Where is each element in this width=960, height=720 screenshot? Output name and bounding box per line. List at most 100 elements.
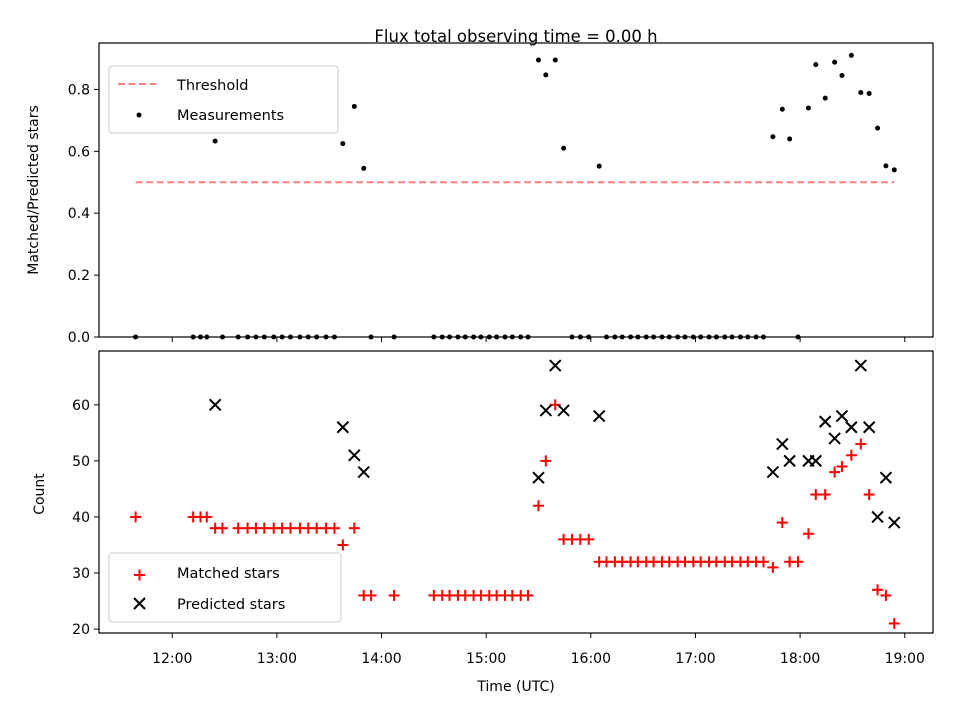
- top-chart-title: Flux total observing time = 0.00 h: [374, 27, 657, 46]
- top-y-tick-label: 0.0: [68, 330, 90, 346]
- bottom-x-axis: 12:00 13:00 14:00 15:00 16:00 17:00 18:00 19:00: [152, 633, 925, 667]
- matched-star-point: [532, 500, 544, 512]
- matched-star-point: [836, 460, 848, 472]
- predicted-star-point: [809, 454, 823, 468]
- top-y-tick-label: 0.8: [68, 82, 90, 98]
- predicted-star-point: [879, 471, 893, 484]
- threshold-legend-label: Threshold: [176, 78, 248, 94]
- matched-star-point: [810, 489, 822, 501]
- bottom-legend-box: [108, 552, 342, 623]
- predicted-star-point: [783, 454, 796, 468]
- predicted-star-point: [592, 409, 606, 423]
- predicted-star-point: [557, 404, 570, 417]
- top-y-tick-label: 0.4: [68, 206, 90, 222]
- matched-star-point: [284, 522, 296, 534]
- top-y-axis: 0.0 0.2 0.4 0.6 0.8: [68, 82, 99, 346]
- bottom-y-axis-label: Count: [32, 473, 48, 515]
- predicted-star-point: [845, 421, 858, 434]
- matched-star-point: [365, 589, 377, 601]
- matched-star-point: [337, 539, 349, 551]
- top-legend: Threshold Measurements: [108, 65, 339, 134]
- measurements-legend-swatch: [136, 112, 142, 118]
- bottom-legend: Matched stars Predicted stars: [108, 552, 342, 623]
- predicted-star-point: [336, 421, 350, 434]
- measurement-point: [212, 138, 218, 144]
- matched-star-point: [888, 617, 900, 629]
- measurement-point: [858, 90, 864, 96]
- measurement-point: [875, 125, 881, 131]
- top-legend-box: [108, 65, 339, 134]
- matched-star-point: [776, 517, 788, 529]
- measurement-point: [805, 105, 811, 111]
- bottom-x-axis-label: Time (UTC): [476, 679, 554, 695]
- matched-star-point: [819, 489, 831, 501]
- measurements-legend-label: Measurements: [177, 108, 284, 124]
- predicted-star-point: [539, 404, 553, 417]
- measurement-point: [813, 62, 819, 68]
- matched-star-point: [348, 522, 360, 534]
- predicted-star-point: [828, 432, 841, 445]
- measurement-point: [883, 163, 889, 169]
- top-y-tick-label: 0.2: [68, 268, 90, 284]
- predicted-star-point: [532, 471, 545, 484]
- bottom-x-tick-label: 13:00: [257, 651, 297, 667]
- top-x-axis: [171, 337, 906, 342]
- matched-star-point: [540, 455, 552, 467]
- measurement-point: [561, 145, 567, 151]
- bottom-x-tick-label: 12:00: [152, 651, 192, 667]
- predicted-star-point: [766, 465, 780, 479]
- top-y-tick-label: 0.6: [68, 144, 90, 160]
- bottom-x-tick-label: 16:00: [571, 651, 611, 667]
- matched-star-point: [863, 489, 875, 501]
- measurement-point: [832, 59, 838, 65]
- top-panel: Flux total observing time = 0.00 h 0.00.…: [26, 27, 934, 346]
- predicted-star-point: [348, 449, 361, 462]
- bottom-y-tick-label: 50: [72, 454, 90, 470]
- matched-star-point: [792, 556, 804, 568]
- matched-star-point: [311, 522, 323, 534]
- matched-star-point: [201, 511, 213, 523]
- matched-star-point: [802, 528, 814, 540]
- matched-star-point: [855, 438, 867, 450]
- predicted-star-point: [888, 516, 901, 529]
- measurement-point: [848, 52, 854, 58]
- bottom-axes-frame: [98, 350, 934, 634]
- matched-star-point: [328, 522, 340, 534]
- matched-star-point: [216, 522, 228, 534]
- matched-star-point: [522, 589, 534, 601]
- top-y-axis-label: Matched/Predicted stars: [26, 105, 42, 275]
- measurement-point: [535, 57, 541, 63]
- predicted-star-point: [854, 359, 868, 372]
- matched-star-point: [872, 584, 884, 596]
- matched-star-point: [845, 449, 857, 461]
- bottom-y-tick-label: 30: [72, 566, 90, 582]
- matched-star-point: [880, 589, 892, 601]
- predicted-star-point: [776, 437, 789, 451]
- matched-star-point: [767, 561, 779, 573]
- bottom-y-axis: 20 30 40 50 60: [72, 398, 99, 638]
- measurement-point: [340, 141, 346, 147]
- bottom-x-tick-label: 18:00: [780, 651, 820, 667]
- predicted-legend-label: Predicted stars: [177, 597, 285, 613]
- bottom-y-tick-label: 20: [72, 622, 90, 638]
- matched-legend-label: Matched stars: [177, 566, 280, 582]
- measurement-point: [822, 95, 828, 101]
- bottom-x-tick-label: 15:00: [466, 651, 506, 667]
- measurement-point: [779, 106, 785, 112]
- predicted-star-point: [357, 465, 370, 479]
- measurement-point: [891, 167, 897, 173]
- measurement-point: [770, 134, 776, 140]
- matched-star-point: [232, 522, 244, 534]
- matched-star-point: [757, 556, 769, 568]
- bottom-y-tick-label: 40: [72, 510, 90, 526]
- top-axes-frame: [98, 42, 934, 338]
- measurement-point: [787, 136, 793, 142]
- predicted-star-point: [819, 415, 832, 428]
- bottom-x-tick-label: 19:00: [885, 651, 925, 667]
- bottom-x-tick-label: 14:00: [361, 651, 401, 667]
- measurement-point: [839, 72, 845, 78]
- measurement-point: [351, 103, 357, 109]
- predicted-star-point: [549, 359, 562, 372]
- bottom-x-tick-label: 17:00: [675, 651, 715, 667]
